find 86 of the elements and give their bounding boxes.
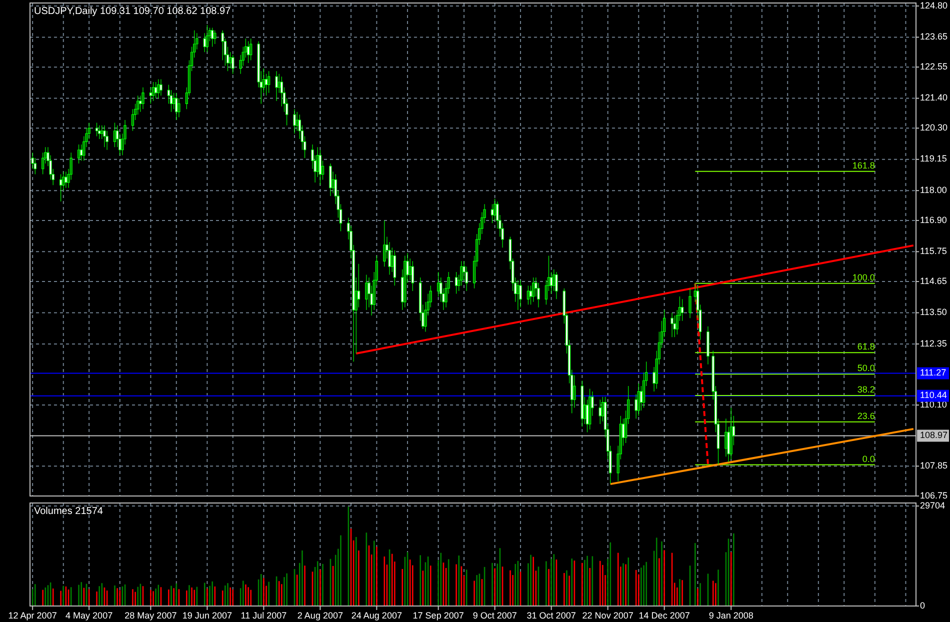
candlestick	[59, 174, 62, 202]
x-tick-label: 31 Oct 2007	[526, 610, 576, 620]
candlestick	[411, 260, 414, 292]
candlestick	[275, 70, 278, 102]
x-tick-label: 9 Oct 2007	[472, 610, 517, 620]
candlestick	[383, 220, 386, 267]
series-label: 50.0	[857, 363, 875, 374]
candlestick	[532, 277, 535, 302]
series-label: 161.8	[852, 160, 875, 170]
candlestick	[404, 255, 406, 308]
y-tick-label: 115.75	[920, 246, 947, 256]
series-label: 38.2	[857, 384, 875, 395]
series-label: 61.8	[857, 342, 875, 352]
candlestick	[588, 388, 592, 430]
candlestick	[232, 54, 234, 74]
candlestick	[246, 40, 250, 64]
candlestick	[154, 82, 158, 99]
y-tick-label: 116.90	[920, 214, 947, 225]
ref-line-label: 110.44	[920, 390, 947, 400]
candlestick	[268, 70, 270, 94]
candlestick	[637, 383, 640, 416]
candlestick	[454, 272, 458, 294]
candlestick	[160, 78, 162, 96]
x-tick-label: 9 Jan 2008	[708, 610, 754, 620]
candlestick	[516, 280, 520, 310]
candlestick	[706, 326, 710, 365]
candlestick	[113, 122, 116, 148]
x-tick-label: 28 May 2007	[124, 610, 177, 620]
x-tick-label: 19 Jun 2007	[182, 610, 232, 620]
candlestick	[318, 150, 322, 186]
candlestick	[77, 144, 80, 164]
y-tick-label: 119.15	[920, 154, 947, 164]
y-tick-label: 120.30	[920, 122, 948, 133]
x-tick-label: 22 Nov 2007	[582, 610, 634, 620]
candlestick	[175, 92, 178, 120]
x-tick-label: 12 Apr 2007	[8, 610, 57, 620]
x-tick-label: 4 May 2007	[66, 610, 113, 620]
x-tick-label: 14 Dec 2007	[638, 610, 690, 620]
candlestick	[98, 125, 101, 140]
ref-line-label: 108.97	[920, 430, 948, 440]
series-label: 100.0	[852, 272, 875, 282]
candlestick	[519, 280, 522, 308]
series-label: 23.6	[857, 410, 875, 421]
x-tick-label: 17 Sep 2007	[412, 610, 464, 620]
candlestick	[293, 108, 296, 134]
candlestick	[730, 407, 732, 460]
chart-title: USDJPY,Daily 109.31 109.70 108.62 108.97	[34, 6, 232, 17]
y-tick-label: 107.85	[920, 460, 948, 471]
y-tick-label: 29704	[920, 500, 946, 510]
x-tick-label: 2 Aug 2007	[297, 610, 343, 620]
y-tick-label: 112.35	[920, 338, 947, 348]
candlestick	[206, 24, 209, 52]
candlestick	[95, 122, 98, 137]
candlestick	[365, 274, 368, 310]
candlestick	[157, 78, 160, 99]
y-tick-label: 113.50	[920, 307, 947, 318]
chart-title: Volumes 21574	[34, 506, 104, 517]
candlestick	[688, 288, 692, 318]
candlestick	[680, 298, 684, 322]
candlestick	[555, 272, 558, 300]
y-tick-label: 114.65	[920, 276, 947, 286]
series-label: 0.0	[862, 454, 875, 464]
candlestick	[152, 82, 155, 102]
y-tick-label: 0	[920, 600, 926, 610]
y-tick-label: 121.40	[920, 92, 948, 103]
candlestick	[393, 250, 396, 286]
y-tick-label: 124.80	[920, 0, 948, 10]
x-tick-label: 11 Jul 2007	[240, 610, 287, 620]
candlestick	[526, 285, 530, 305]
candlestick	[598, 399, 602, 424]
candlestick	[670, 312, 674, 338]
candlestick	[580, 380, 584, 428]
candlestick	[250, 38, 252, 61]
y-tick-label: 122.55	[920, 61, 948, 72]
candlestick	[103, 125, 106, 148]
ref-line-label: 111.27	[920, 368, 946, 378]
y-tick-label: 110.10	[920, 399, 947, 410]
candlestick	[142, 87, 144, 110]
x-tick-label: 24 Aug 2007	[351, 610, 402, 620]
candlestick	[211, 27, 214, 48]
candlestick	[214, 30, 216, 44]
candlestick	[64, 171, 68, 188]
y-tick-label: 106.75	[920, 490, 948, 500]
y-tick-label: 123.65	[920, 32, 948, 42]
y-tick-label: 118.00	[920, 184, 947, 195]
candlestick	[329, 163, 332, 196]
